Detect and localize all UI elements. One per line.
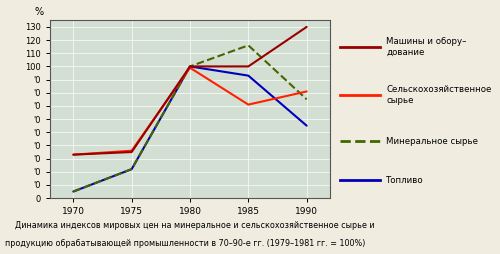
Point bbox=[337, 140, 343, 143]
Text: продукцию обрабатывающей промышленности в 70–90-е гг. (1979–1981 гг. = 100%): продукцию обрабатывающей промышленности … bbox=[5, 239, 366, 248]
Point bbox=[377, 179, 383, 182]
Text: Минеральное сырье: Минеральное сырье bbox=[386, 137, 478, 146]
Text: Топливо: Топливо bbox=[386, 176, 424, 185]
Text: Машины и обору–
дование: Машины и обору– дование bbox=[386, 37, 466, 57]
Y-axis label: %: % bbox=[34, 7, 43, 17]
Point bbox=[377, 140, 383, 143]
Point bbox=[337, 45, 343, 49]
Text: Сельскохозяйственное
сырье: Сельскохозяйственное сырье bbox=[386, 85, 492, 105]
Point bbox=[377, 45, 383, 49]
Point bbox=[377, 93, 383, 97]
Point bbox=[337, 93, 343, 97]
Text: Динамика индексов мировых цен на минеральное и сельскохозяйственное сырье и: Динамика индексов мировых цен на минерал… bbox=[5, 221, 374, 230]
Point bbox=[337, 179, 343, 182]
